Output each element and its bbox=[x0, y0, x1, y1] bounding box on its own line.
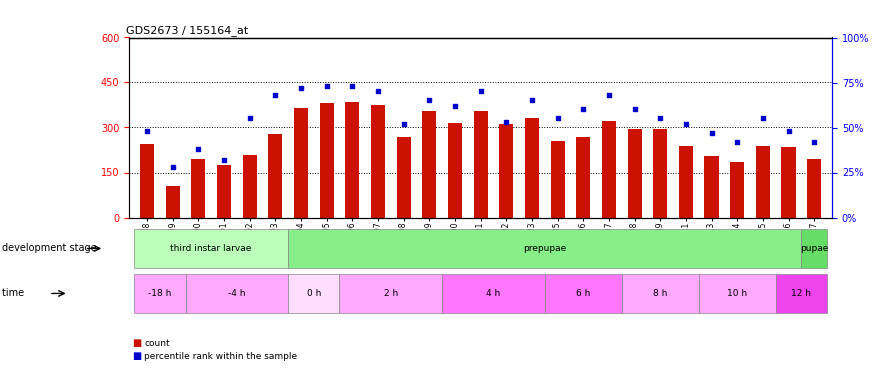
Bar bbox=[243, 154, 256, 218]
Text: pupae: pupae bbox=[800, 244, 829, 253]
Point bbox=[602, 92, 616, 98]
Point bbox=[448, 103, 462, 109]
Point bbox=[653, 116, 668, 122]
Text: third instar larvae: third instar larvae bbox=[171, 244, 252, 253]
Text: ■: ■ bbox=[132, 351, 141, 361]
Text: 10 h: 10 h bbox=[727, 289, 748, 298]
Point bbox=[217, 157, 231, 163]
Bar bbox=[217, 165, 231, 218]
Bar bbox=[140, 144, 154, 218]
Point bbox=[627, 106, 642, 112]
Bar bbox=[294, 108, 308, 218]
Text: 12 h: 12 h bbox=[791, 289, 812, 298]
Text: prepupae: prepupae bbox=[523, 244, 566, 253]
Text: 0 h: 0 h bbox=[307, 289, 321, 298]
Bar bbox=[551, 141, 564, 218]
Point bbox=[345, 83, 360, 89]
Bar bbox=[627, 129, 642, 218]
Bar bbox=[730, 162, 744, 218]
Bar bbox=[781, 147, 796, 218]
Bar bbox=[679, 146, 693, 218]
Bar bbox=[525, 118, 539, 218]
Bar bbox=[807, 159, 821, 218]
Bar bbox=[499, 124, 514, 217]
Point bbox=[422, 98, 436, 104]
Text: percentile rank within the sample: percentile rank within the sample bbox=[144, 352, 297, 361]
Text: -18 h: -18 h bbox=[148, 289, 172, 298]
Text: 4 h: 4 h bbox=[486, 289, 500, 298]
Bar bbox=[166, 186, 180, 218]
Bar bbox=[448, 123, 462, 218]
Text: 6 h: 6 h bbox=[576, 289, 590, 298]
Point bbox=[679, 121, 693, 127]
Point bbox=[756, 116, 770, 122]
Text: 2 h: 2 h bbox=[384, 289, 398, 298]
Bar bbox=[473, 111, 488, 218]
Text: count: count bbox=[144, 339, 170, 348]
Point bbox=[807, 139, 821, 145]
Point bbox=[499, 119, 514, 125]
Bar bbox=[320, 104, 334, 218]
Bar bbox=[345, 102, 360, 218]
Point bbox=[140, 128, 154, 134]
Text: ■: ■ bbox=[132, 338, 141, 348]
Bar bbox=[397, 136, 410, 218]
Point bbox=[320, 83, 334, 89]
Bar bbox=[705, 156, 718, 218]
Point bbox=[371, 88, 385, 94]
Text: GDS2673 / 155164_at: GDS2673 / 155164_at bbox=[125, 26, 247, 36]
Bar bbox=[371, 105, 385, 218]
Bar bbox=[576, 136, 590, 218]
Point bbox=[268, 92, 282, 98]
Point bbox=[781, 128, 796, 134]
Point bbox=[243, 116, 257, 122]
Point bbox=[550, 116, 564, 122]
Bar bbox=[191, 159, 206, 218]
Bar bbox=[756, 146, 770, 218]
Point bbox=[397, 121, 411, 127]
Point bbox=[704, 130, 718, 136]
Text: development stage: development stage bbox=[2, 243, 102, 254]
Point bbox=[730, 139, 744, 145]
Point bbox=[473, 88, 488, 94]
Point bbox=[191, 146, 206, 152]
Text: time: time bbox=[2, 288, 30, 298]
Text: -4 h: -4 h bbox=[228, 289, 246, 298]
Bar bbox=[422, 111, 436, 218]
Point bbox=[166, 164, 180, 170]
Point bbox=[294, 85, 308, 91]
Bar bbox=[602, 122, 616, 218]
Bar bbox=[268, 134, 282, 218]
Text: 8 h: 8 h bbox=[653, 289, 668, 298]
Point bbox=[576, 106, 590, 112]
Bar bbox=[653, 129, 668, 218]
Point bbox=[525, 98, 539, 104]
